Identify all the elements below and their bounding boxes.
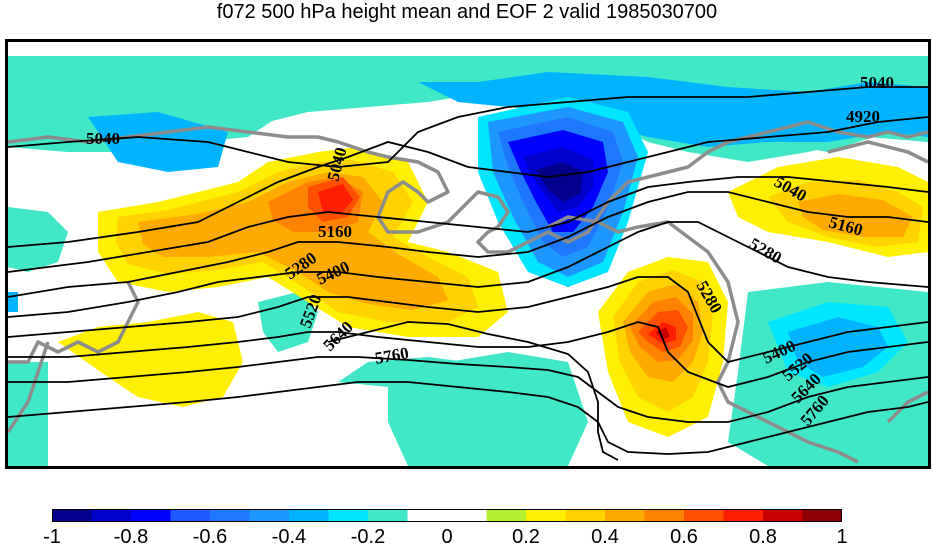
height-contours <box>7 86 929 461</box>
colorbar-border <box>52 509 842 522</box>
map-panel: 5040 4920 5040 5040 5160 5280 5400 5520 … <box>0 36 934 469</box>
colorbar-swatch <box>328 509 369 522</box>
colorbar-swatch <box>526 509 566 522</box>
colorbar-swatch <box>605 509 645 522</box>
contour-label: 5160 <box>318 222 352 241</box>
eof-map: 5040 4920 5040 5040 5160 5280 5400 5520 … <box>6 56 929 466</box>
colorbar-swatch <box>289 509 329 522</box>
colorbar <box>52 509 843 522</box>
colorbar-swatch <box>447 509 487 522</box>
colorbar-tick-label: 0.4 <box>591 526 619 548</box>
colorbar-swatch <box>210 509 250 522</box>
colorbar-tick-label: 0.8 <box>749 526 777 548</box>
colorbar-swatch <box>52 509 92 522</box>
colorbar-swatch <box>763 509 803 522</box>
contour-label: 5040 <box>860 73 894 92</box>
colorbar-swatch <box>131 509 171 522</box>
colorbar-tick-label: 0.2 <box>512 526 540 548</box>
colorbar-swatch <box>723 509 764 522</box>
colorbar-swatch <box>644 509 685 522</box>
colorbar-swatch <box>407 509 448 522</box>
colorbar-tick-label: 0.6 <box>670 526 698 548</box>
colorbar-swatch <box>684 509 724 522</box>
colorbar-swatches <box>52 509 843 522</box>
map-title: f072 500 hPa height mean and EOF 2 valid… <box>216 1 718 23</box>
map-frame: 5040 4920 5040 5040 5160 5280 5400 5520 … <box>5 39 931 469</box>
colorbar-tick-label: 1 <box>836 526 848 548</box>
colorbar-swatch <box>368 509 408 522</box>
colorbar-tick-label: 0 <box>441 526 453 548</box>
colorbar-tick-label: -0.4 <box>271 526 307 548</box>
colorbar-tick-label: -1 <box>43 526 61 548</box>
contour-labels: 5040 4920 5040 5040 5160 5280 5400 5520 … <box>86 73 894 430</box>
colorbar-tick-labels: -1 -0.8 -0.6 -0.4 -0.2 0 0.2 0.4 0.6 0.8 1 <box>0 526 934 556</box>
contour-label: 4920 <box>846 107 880 126</box>
colorbar-tick-label: -0.2 <box>350 526 386 548</box>
colorbar-swatch <box>565 509 606 522</box>
colorbar-tick-label: -0.8 <box>113 526 149 548</box>
contour-label: 5040 <box>86 129 120 148</box>
colorbar-swatch <box>91 509 132 522</box>
colorbar-swatch <box>802 509 843 522</box>
colorbar-tick-label: -0.6 <box>192 526 228 548</box>
colorbar-swatch <box>486 509 527 522</box>
colorbar-swatch <box>170 509 211 522</box>
colorbar-swatch <box>249 509 290 522</box>
